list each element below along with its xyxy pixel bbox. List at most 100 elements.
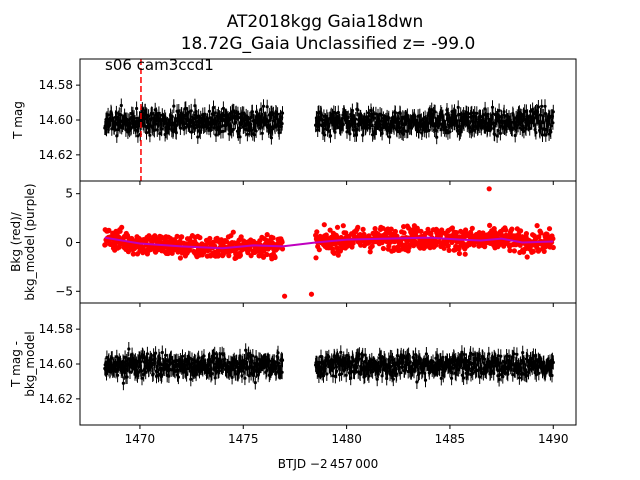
background-point: [482, 244, 488, 250]
background-point: [401, 224, 407, 230]
flux-point: [172, 104, 176, 108]
background-point: [314, 229, 320, 235]
flux-point: [351, 359, 355, 363]
background-point: [541, 248, 547, 254]
background-point: [224, 239, 230, 245]
flux-point: [441, 355, 445, 359]
flux-point: [427, 128, 431, 133]
bkg-model-line: [104, 236, 554, 250]
background-point: [331, 250, 337, 256]
flux-point: [280, 111, 285, 115]
flux-point: [277, 131, 281, 135]
background-point: [463, 227, 469, 233]
background-point: [350, 240, 356, 246]
flux-point: [483, 357, 487, 361]
y-tick-label: 14.58: [39, 78, 73, 92]
background-point: [386, 243, 392, 249]
flux-point: [407, 352, 411, 357]
flux-point: [144, 131, 149, 135]
flux-point: [417, 371, 421, 375]
background-point: [401, 230, 407, 236]
flux-point: [469, 351, 473, 355]
y-tick-label: 0: [65, 235, 73, 249]
background-point: [146, 233, 152, 239]
background-point: [226, 253, 232, 259]
background-point: [487, 222, 493, 228]
flux-point: [551, 110, 555, 114]
flux-point: [247, 351, 251, 356]
flux-point: [154, 351, 158, 355]
flux-point: [323, 133, 327, 137]
top-panel: 14.58 14.60 14.62 T mag: [11, 58, 577, 185]
background-point: [524, 254, 530, 260]
background-point: [201, 249, 207, 255]
background-point: [186, 247, 193, 253]
flux-point: [269, 136, 273, 140]
flux-point: [265, 368, 269, 373]
flux-point: [540, 104, 544, 108]
flux-point: [387, 116, 391, 120]
flux-point: [184, 106, 188, 110]
flux-point: [151, 372, 155, 376]
flux-point: [515, 352, 519, 356]
flux-point: [221, 129, 225, 133]
chart-title-line1: AT2018kgg Gaia18dwn: [227, 12, 424, 32]
top-y-axis-label: T mag: [11, 101, 25, 140]
flux-point: [327, 355, 331, 359]
flux-point: [123, 355, 127, 359]
flux-point: [391, 377, 395, 381]
flux-point: [493, 132, 497, 136]
background-point: [117, 228, 123, 234]
background-point: [264, 232, 270, 238]
flux-point: [176, 375, 180, 379]
flux-point: [211, 105, 216, 110]
y-tick-label: 14.62: [39, 148, 73, 162]
flux-point: [196, 135, 200, 139]
flux-point: [328, 134, 333, 138]
background-point: [272, 254, 278, 261]
background-point: [474, 233, 480, 239]
flux-point: [178, 126, 182, 130]
flux-point: [491, 112, 495, 116]
background-point: [446, 247, 452, 253]
flux-point: [521, 351, 525, 355]
background-point: [369, 243, 375, 249]
flux-point: [210, 372, 214, 376]
flux-point: [243, 376, 247, 380]
flux-point: [478, 375, 482, 379]
background-point: [238, 234, 244, 240]
flux-point: [356, 108, 360, 112]
top-plot-area: [103, 59, 555, 181]
flux-point: [160, 373, 164, 377]
background-point: [264, 251, 270, 258]
flux-point: [160, 350, 164, 355]
flux-point: [127, 347, 131, 351]
flux-point: [164, 353, 168, 357]
background-point: [177, 255, 183, 261]
flux-point: [435, 135, 439, 139]
flux-point: [213, 111, 217, 115]
background-point: [534, 223, 540, 229]
flux-point: [106, 113, 110, 117]
background-point: [316, 247, 322, 253]
flux-point: [525, 373, 529, 378]
flux-point: [189, 109, 193, 113]
flux-point: [341, 123, 345, 127]
flux-point: [408, 360, 412, 364]
flux-point: [354, 117, 358, 121]
background-point: [418, 228, 424, 234]
flux-point: [522, 129, 526, 133]
flux-point: [244, 348, 248, 352]
background-point: [215, 253, 221, 259]
flux-point: [116, 373, 120, 377]
flux-point: [160, 127, 164, 131]
background-point: [383, 233, 389, 239]
background-point: [518, 228, 524, 234]
flux-point: [251, 354, 255, 358]
flux-point: [121, 381, 125, 385]
background-point: [334, 224, 341, 230]
background-point: [503, 227, 509, 233]
flux-point: [513, 133, 517, 138]
flux-point: [231, 127, 235, 132]
background-point: [406, 225, 412, 231]
